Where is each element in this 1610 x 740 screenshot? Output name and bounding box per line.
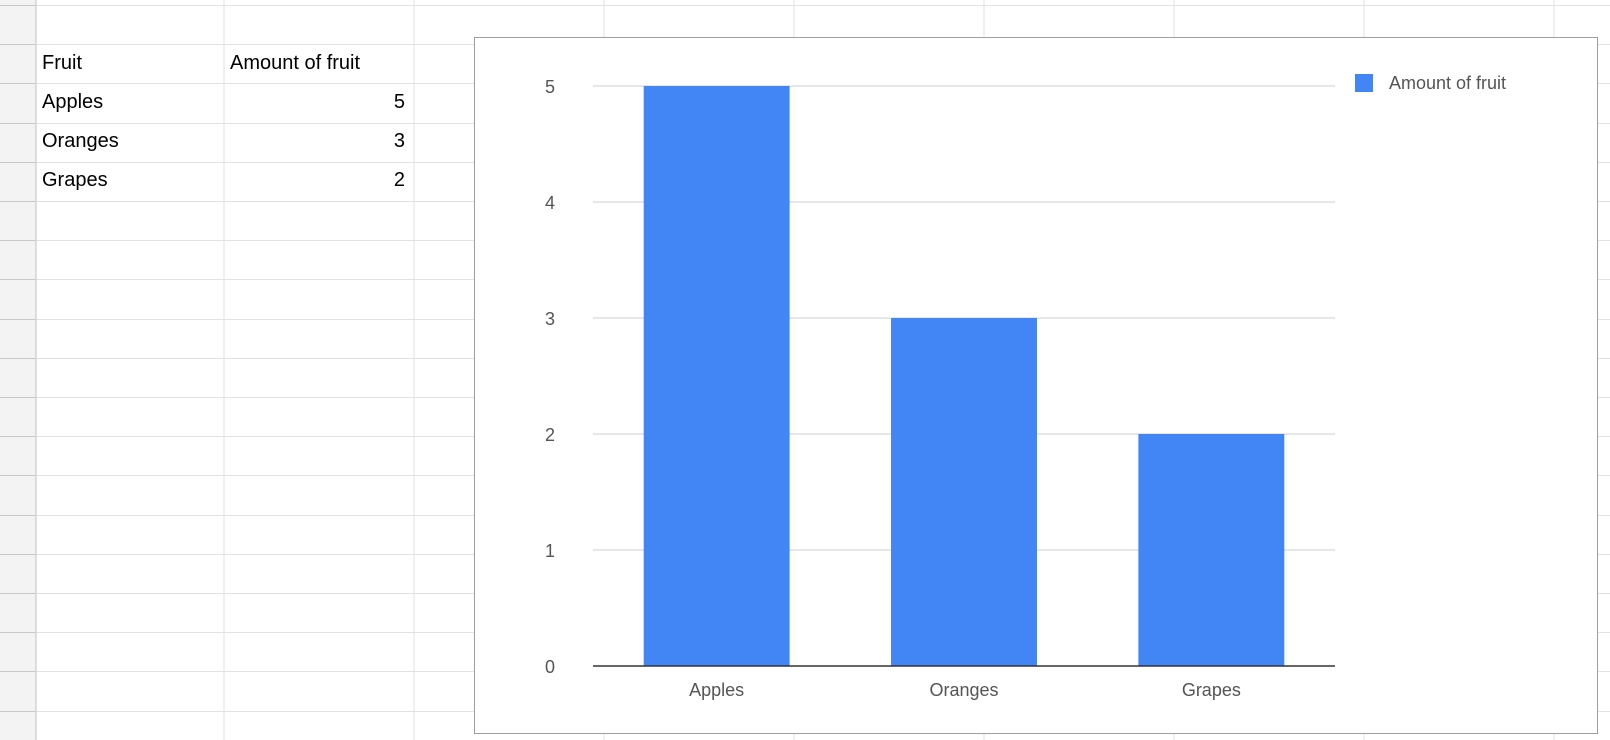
cell-amount-apples[interactable]: 5	[393, 91, 405, 113]
header-cell-amount[interactable]: Amount of fruit	[230, 52, 361, 74]
legend-swatch	[1355, 74, 1373, 92]
cell-amount-oranges[interactable]: 3	[393, 130, 405, 152]
cell-fruit-apples[interactable]: Apples	[42, 91, 104, 113]
chart-canvas: 0 1 2 3 4 5 Apples Oranges Grapes Amount of fruit	[545, 73, 1506, 700]
bar-apples[interactable]	[643, 86, 790, 666]
y-tick-label-0: 0	[545, 657, 555, 677]
bar-oranges[interactable]	[891, 318, 1037, 666]
y-tick-label-2: 2	[545, 425, 555, 445]
chart-legend[interactable]: Amount of fruit	[1355, 73, 1506, 93]
legend-label: Amount of fruit	[1389, 73, 1506, 93]
bar-grapes[interactable]	[1138, 434, 1285, 666]
y-tick-label-4: 4	[545, 193, 555, 213]
cell-fruit-grapes[interactable]: Grapes	[42, 169, 108, 191]
cell-fruit-oranges[interactable]: Oranges	[42, 130, 119, 152]
row-header-strip[interactable]	[0, 0, 36, 740]
y-tick-label-3: 3	[545, 309, 555, 329]
cell-amount-grapes[interactable]: 2	[393, 169, 405, 191]
y-tick-label-5: 5	[545, 77, 555, 97]
embedded-bar-chart[interactable]: 0 1 2 3 4 5 Apples Oranges Grapes Amount of fruit	[474, 37, 1598, 734]
header-cell-fruit[interactable]: Fruit	[42, 52, 82, 74]
x-tick-label-oranges: Oranges	[929, 680, 998, 700]
x-tick-label-apples: Apples	[689, 680, 744, 700]
y-tick-label-1: 1	[545, 541, 555, 561]
x-tick-label-grapes: Grapes	[1182, 680, 1241, 700]
